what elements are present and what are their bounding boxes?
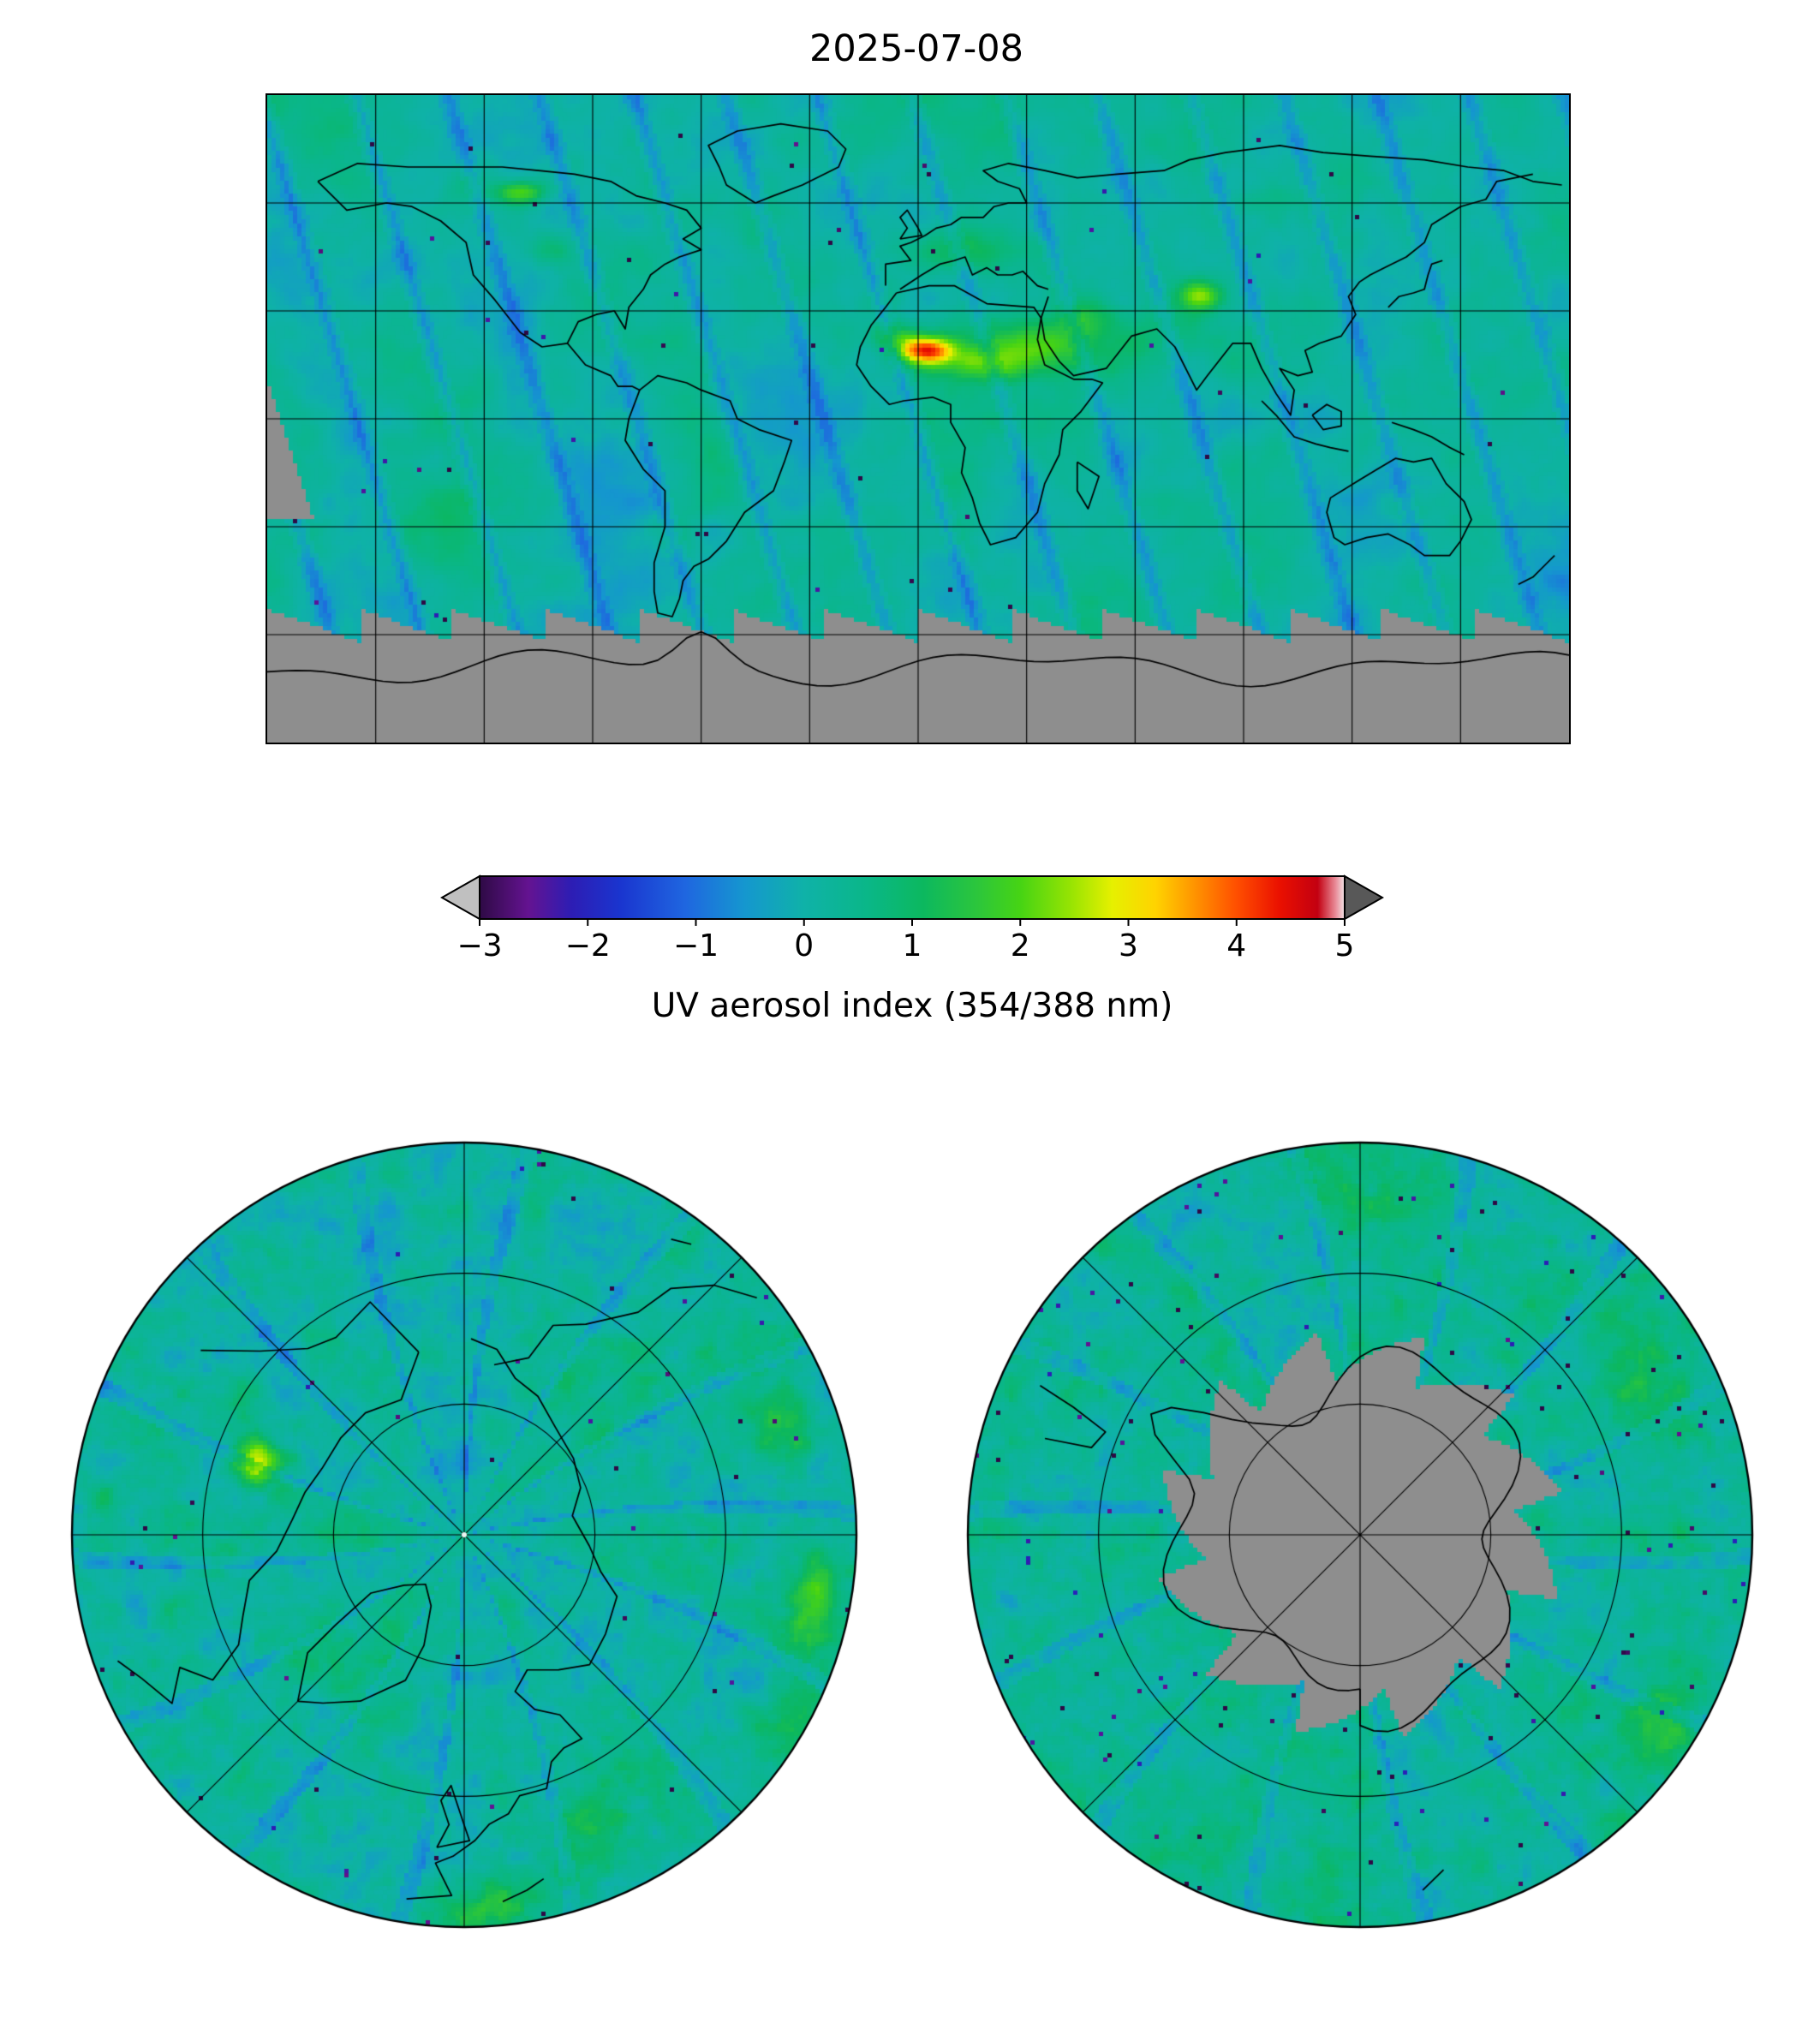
colorbar-gradient — [479, 875, 1346, 920]
colorbar-tick-marks — [479, 919, 1346, 926]
colorbar — [440, 874, 1384, 926]
colorbar-tick: −2 — [564, 928, 611, 964]
colorbar-tick-labels: −3 −2 −1 0 1 2 3 4 5 — [456, 928, 1354, 966]
colorbar-tick: −1 — [672, 928, 719, 964]
colorbar-label: UV aerosol index (354/388 nm) — [651, 987, 1173, 1025]
colorbar-tick: 1 — [902, 928, 922, 964]
figure-title: 2025-07-08 — [809, 27, 1023, 70]
colorbar-over-arrow — [1344, 874, 1384, 921]
north-polar-canvas — [66, 1137, 862, 1933]
south-polar-canvas — [962, 1137, 1758, 1933]
colorbar-tick: 2 — [1010, 928, 1030, 964]
colorbar-under-arrow — [440, 874, 480, 921]
colorbar-tick: 3 — [1119, 928, 1138, 964]
global-map-panel — [266, 93, 1571, 744]
global-map-canvas — [267, 95, 1569, 743]
colorbar-tick: 5 — [1334, 928, 1355, 964]
colorbar-tick: 0 — [794, 928, 815, 964]
colorbar-tick: 4 — [1226, 928, 1247, 964]
colorbar-tick: −3 — [456, 928, 503, 964]
